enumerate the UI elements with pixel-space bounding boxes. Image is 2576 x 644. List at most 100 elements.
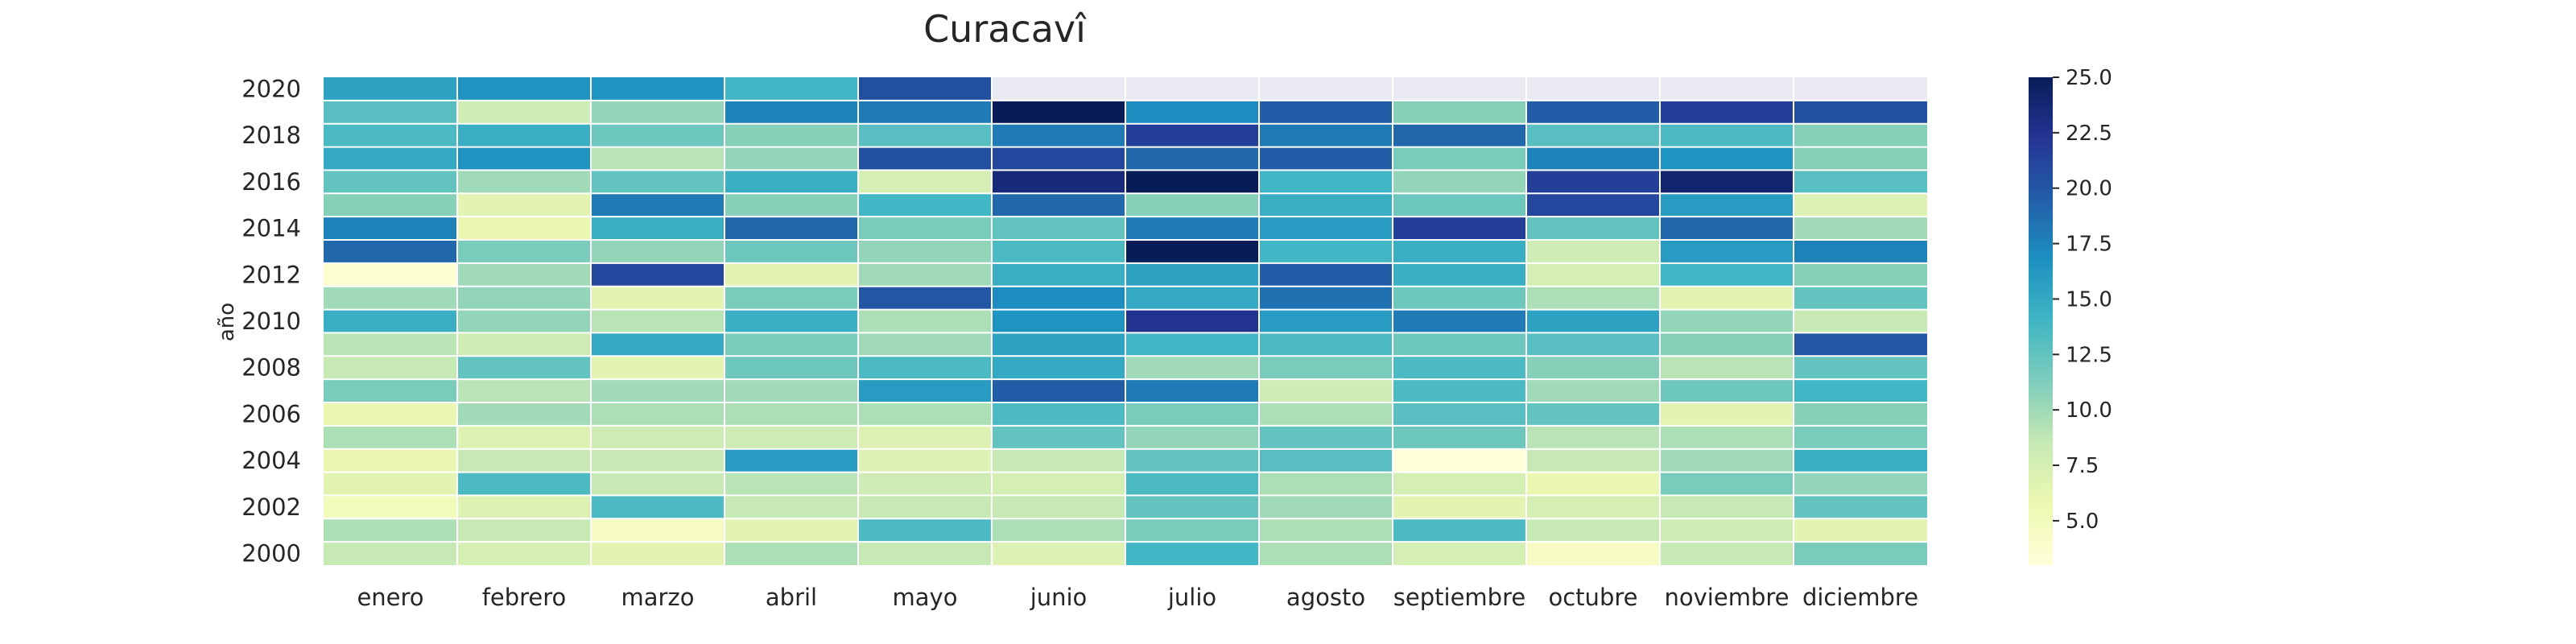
colorbar-tick-label: 20.0 bbox=[2066, 177, 2112, 201]
heatmap-cell bbox=[1526, 518, 1660, 543]
heatmap-cell bbox=[1125, 495, 1259, 519]
heatmap-cell bbox=[724, 472, 858, 496]
x-tick-label: junio bbox=[1030, 584, 1088, 611]
heatmap-cell bbox=[858, 262, 992, 287]
heatmap-cell bbox=[591, 402, 724, 426]
heatmap-cell bbox=[457, 77, 591, 101]
heatmap-cell bbox=[1393, 542, 1526, 565]
heatmap-cell bbox=[324, 123, 457, 147]
heatmap-cell bbox=[1526, 100, 1660, 124]
heatmap-cell bbox=[1660, 448, 1794, 473]
heatmap-cell bbox=[858, 542, 992, 565]
heatmap-cell bbox=[724, 123, 858, 147]
heatmap-cell bbox=[1660, 542, 1794, 565]
heatmap-cell bbox=[1660, 262, 1794, 287]
heatmap-cell bbox=[724, 518, 858, 543]
heatmap-cell bbox=[1125, 240, 1259, 263]
heatmap-cell bbox=[858, 356, 992, 380]
y-tick-label: 2010 bbox=[242, 308, 301, 335]
heatmap-cell bbox=[1125, 472, 1259, 496]
heatmap-cell bbox=[1794, 518, 1927, 543]
heatmap-cell bbox=[1526, 379, 1660, 402]
heatmap-cell bbox=[858, 309, 992, 333]
colorbar: 5.0 7.5 10.0 12.5 15.0 17.5 20.0 22.5 25.0 bbox=[2029, 66, 2112, 565]
x-axis-ticks: enero febrero marzo abril mayo junio julio agos… bbox=[357, 584, 1918, 611]
heatmap-cell bbox=[1794, 309, 1927, 333]
heatmap-cell bbox=[1393, 472, 1526, 496]
heatmap-cell bbox=[1393, 309, 1526, 333]
heatmap-cell bbox=[591, 356, 724, 380]
heatmap-cell bbox=[1125, 217, 1259, 240]
heatmap-cell bbox=[591, 170, 724, 194]
heatmap-cell bbox=[858, 123, 992, 147]
heatmap-cell bbox=[1794, 286, 1927, 310]
heatmap-cell bbox=[858, 472, 992, 496]
heatmap-cell bbox=[992, 170, 1125, 194]
heatmap-cell bbox=[1660, 472, 1794, 496]
heatmap-cell bbox=[1259, 495, 1393, 519]
heatmap-cell bbox=[992, 495, 1125, 519]
heatmap-cell bbox=[324, 193, 457, 217]
y-tick-label: 2008 bbox=[242, 354, 301, 382]
heatmap-cell bbox=[1125, 356, 1259, 380]
heatmap-cell bbox=[457, 100, 591, 124]
heatmap-cell bbox=[1794, 170, 1927, 194]
heatmap-cell bbox=[324, 240, 457, 263]
heatmap-cell bbox=[992, 402, 1125, 426]
heatmap-cell bbox=[992, 309, 1125, 333]
heatmap-cell bbox=[992, 379, 1125, 402]
heatmap-cell bbox=[324, 425, 457, 449]
heatmap-cell bbox=[1660, 356, 1794, 380]
heatmap-cell bbox=[1526, 170, 1660, 194]
heatmap-cell bbox=[457, 402, 591, 426]
heatmap-cell bbox=[1125, 542, 1259, 565]
heatmap-cell bbox=[1393, 518, 1526, 543]
y-tick-label: 2016 bbox=[242, 168, 301, 196]
heatmap-cell bbox=[724, 217, 858, 240]
heatmap-cell bbox=[457, 518, 591, 543]
heatmap-cell bbox=[1259, 472, 1393, 496]
heatmap-cell bbox=[1794, 240, 1927, 263]
heatmap-cell bbox=[1259, 147, 1393, 171]
heatmap-cell bbox=[1794, 332, 1927, 357]
heatmap-cell bbox=[1660, 309, 1794, 333]
heatmap-cell bbox=[1660, 100, 1794, 124]
heatmap-cell bbox=[1393, 332, 1526, 357]
y-tick-label: 2014 bbox=[242, 215, 301, 242]
heatmap-cell bbox=[858, 448, 992, 473]
heatmap-cell bbox=[992, 518, 1125, 543]
heatmap-cell bbox=[1526, 448, 1660, 473]
heatmap-cell bbox=[591, 262, 724, 287]
heatmap-cell bbox=[457, 448, 591, 473]
chart-title: Curacavî bbox=[923, 7, 1087, 51]
heatmap-cell bbox=[457, 379, 591, 402]
heatmap-cell bbox=[591, 123, 724, 147]
heatmap-cell bbox=[992, 123, 1125, 147]
heatmap-cell bbox=[1660, 425, 1794, 449]
heatmap-cell bbox=[992, 332, 1125, 357]
heatmap-cell bbox=[324, 147, 457, 171]
heatmap-cell bbox=[858, 379, 992, 402]
y-tick-label: 2004 bbox=[242, 447, 301, 474]
heatmap-cell bbox=[1125, 402, 1259, 426]
heatmap-cell bbox=[1794, 425, 1927, 449]
heatmap-cell bbox=[1660, 170, 1794, 194]
heatmap-cell bbox=[1125, 123, 1259, 147]
heatmap-cell bbox=[1526, 240, 1660, 263]
heatmap-cell bbox=[1660, 495, 1794, 519]
heatmap-cell bbox=[1794, 402, 1927, 426]
x-tick-label: septiembre bbox=[1393, 584, 1525, 611]
y-tick-label: 2006 bbox=[242, 400, 301, 427]
heatmap-cell bbox=[992, 100, 1125, 124]
heatmap-cell bbox=[1259, 170, 1393, 194]
heatmap-cell bbox=[1526, 402, 1660, 426]
heatmap-cell bbox=[724, 356, 858, 380]
colorbar-tick-label: 7.5 bbox=[2066, 454, 2099, 478]
y-axis-ticks: 2020 2018 2016 2014 2012 2010 2008 2006 2004 2002… bbox=[242, 75, 301, 567]
heatmap-cell bbox=[1526, 425, 1660, 449]
heatmap-cell bbox=[1526, 332, 1660, 357]
heatmap-cell bbox=[724, 448, 858, 473]
y-tick-label: 2002 bbox=[242, 493, 301, 521]
heatmap-cell bbox=[858, 240, 992, 263]
heatmap-cell bbox=[591, 542, 724, 565]
